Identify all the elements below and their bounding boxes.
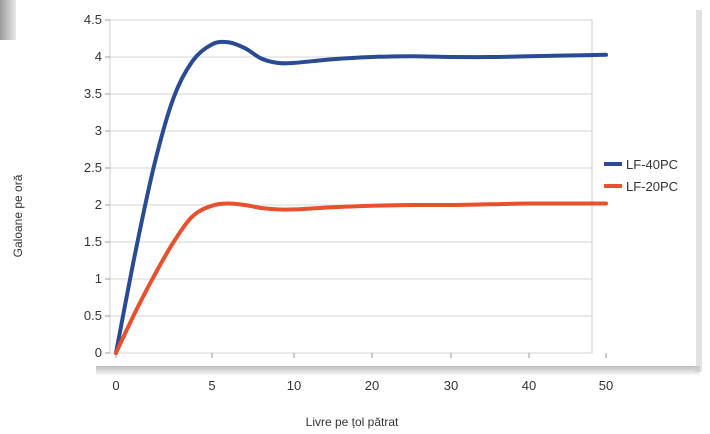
chart-panel-shadow	[96, 366, 700, 376]
y-tick-label: 4.5	[84, 12, 102, 27]
y-axis-title: Galoane pe oră	[11, 174, 25, 257]
y-tick-label: 2.5	[84, 160, 102, 175]
series-line-lf-40pc	[114, 39, 608, 355]
legend-label: LF-20PC	[626, 179, 678, 194]
y-tick-label: 1	[95, 271, 102, 286]
gridlines	[110, 19, 592, 354]
x-axis-ticks: 0 5 10 20 30 40 50	[112, 353, 613, 393]
y-tick-label: 4	[95, 49, 102, 64]
y-tick-label: 3	[95, 123, 102, 138]
x-axis-title: Livre pe țol pătrat	[306, 415, 399, 429]
left-edge-decoration	[0, 0, 16, 40]
chart-panel-right-shadow	[694, 10, 702, 372]
x-tick-label: 50	[599, 378, 613, 393]
x-tick-label: 20	[365, 378, 379, 393]
legend: LF-40PC LF-20PC	[604, 157, 678, 194]
series-line-lf-20pc	[114, 201, 608, 355]
series-lines	[114, 39, 608, 355]
y-axis-ticks: 0 0.5 1 1.5 2 2.5 3 3.5 4 4.5	[84, 12, 110, 360]
y-tick-label: 3.5	[84, 86, 102, 101]
x-tick-label: 5	[208, 378, 215, 393]
legend-label: LF-40PC	[626, 157, 678, 172]
y-tick-label: 1.5	[84, 234, 102, 249]
x-tick-label: 40	[522, 378, 536, 393]
x-tick-label: 0	[112, 378, 119, 393]
x-tick-label: 30	[444, 378, 458, 393]
x-tick-label: 10	[287, 378, 301, 393]
y-tick-label: 0.5	[84, 308, 102, 323]
y-tick-label: 0	[95, 345, 102, 360]
y-tick-label: 2	[95, 197, 102, 212]
plot-area	[109, 19, 593, 354]
